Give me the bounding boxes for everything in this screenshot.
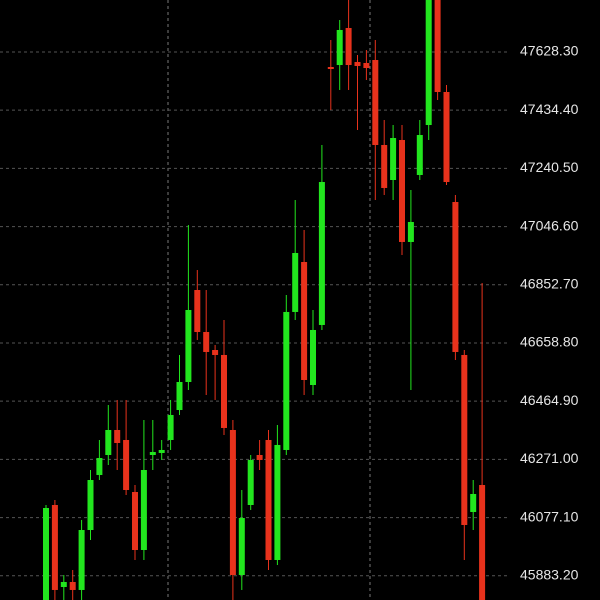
y-tick-label: 45883.20 (520, 566, 579, 582)
candle-body (310, 329, 316, 386)
candle-body (212, 350, 219, 355)
candle-body (479, 485, 486, 600)
candle-body (292, 252, 299, 312)
candle-body (381, 145, 388, 188)
candle-body (336, 29, 343, 66)
y-tick-label: 46852.70 (520, 275, 579, 291)
candle-body (96, 457, 103, 475)
y-tick-label: 47628.30 (520, 43, 579, 59)
candle-body (229, 429, 236, 575)
candle-body (390, 138, 397, 180)
candle-body (203, 331, 210, 352)
y-tick-label: 46271.00 (520, 450, 579, 466)
candles (43, 0, 486, 600)
candle-body (149, 451, 156, 455)
y-tick-label: 46658.80 (520, 334, 579, 350)
candle-body (51, 505, 58, 590)
y-tick-label: 46464.90 (520, 392, 579, 408)
candle-body (60, 581, 67, 588)
candle-body (345, 28, 352, 66)
grid (0, 51, 508, 577)
candle-body (470, 493, 477, 512)
candle-body (354, 62, 361, 67)
candle-body (434, 0, 441, 92)
candle-body (452, 202, 459, 352)
candle-body (140, 470, 147, 550)
candle-body (274, 444, 281, 560)
candle-body (176, 382, 183, 411)
candle-body (416, 135, 423, 175)
candle-body (327, 66, 334, 70)
candle-body (105, 429, 112, 455)
candle-body (301, 262, 308, 380)
candle-body (194, 290, 201, 332)
candle-body (123, 439, 130, 490)
y-axis: 45883.20 46077.10 46271.00 46464.90 46658.80… (520, 43, 579, 583)
candle-body (158, 449, 165, 453)
candle-body (221, 354, 227, 428)
candle-body (114, 429, 121, 443)
y-tick-label: 46077.10 (520, 508, 579, 524)
candle-body (265, 439, 272, 560)
candle-body (407, 221, 414, 242)
candle-body (363, 63, 370, 69)
candle-body (238, 517, 245, 575)
candle-body (318, 182, 325, 325)
candle-body (425, 0, 432, 126)
candle-body (78, 530, 85, 590)
candle-body (461, 354, 468, 525)
y-tick-label: 47434.40 (520, 101, 579, 117)
candle-body (167, 414, 174, 440)
candle-body (443, 91, 450, 183)
candle-body (283, 311, 290, 450)
candle-body (185, 309, 192, 383)
y-tick-label: 47240.50 (520, 159, 579, 175)
candle-body (132, 492, 138, 550)
candle-body (247, 459, 254, 506)
candle-body (256, 454, 263, 460)
candle-body (372, 60, 379, 146)
candle-body (87, 480, 94, 531)
y-tick-label: 47046.60 (520, 217, 579, 233)
candle-body (43, 508, 49, 600)
candle-body (69, 581, 76, 590)
candle-body (399, 139, 405, 242)
